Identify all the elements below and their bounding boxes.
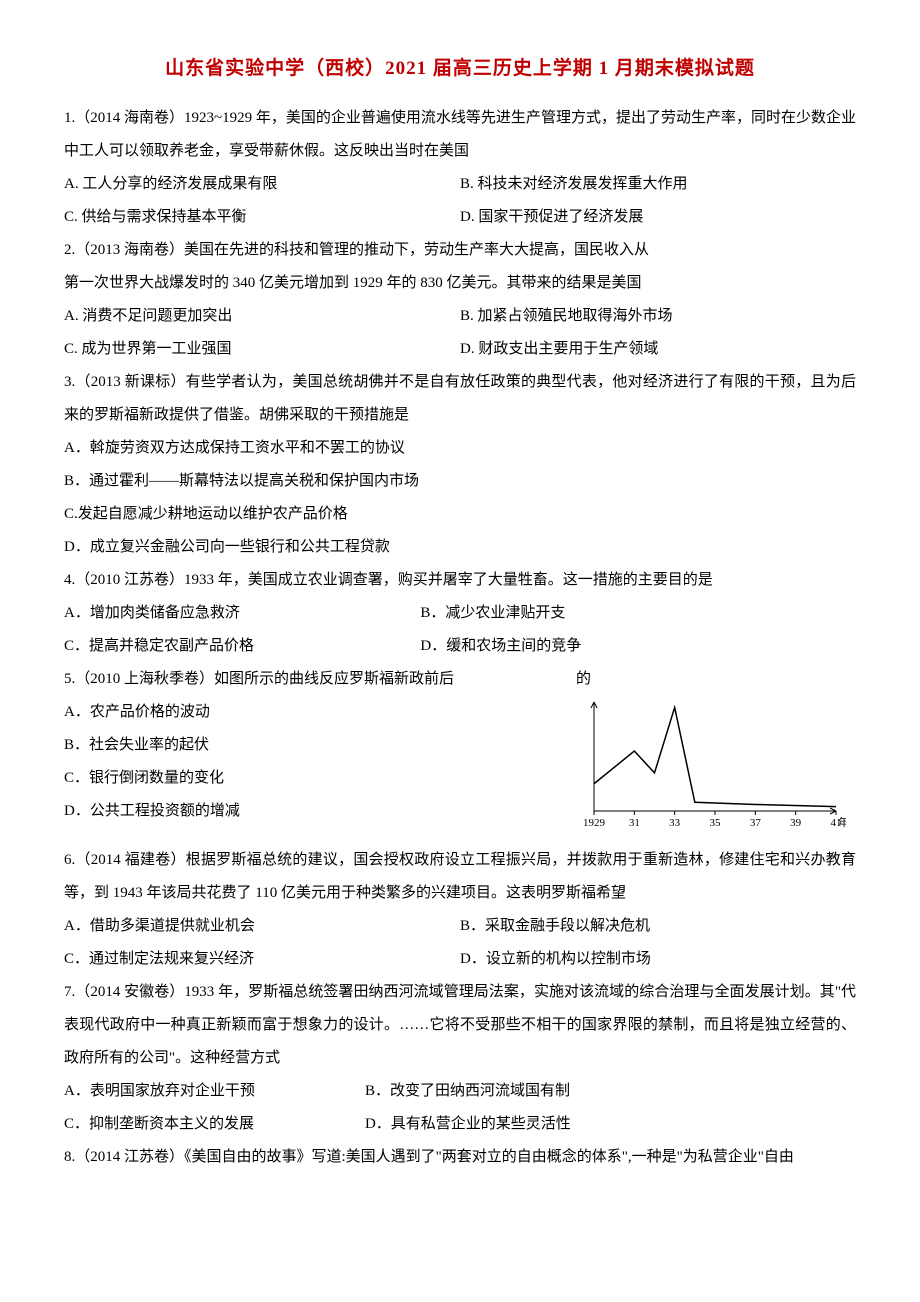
- q2-opt-d: D. 财政支出主要用于生产领域: [460, 333, 856, 366]
- q5-opt-b: B．社会失业率的起伏: [64, 729, 566, 762]
- q4-opt-d: D．缓和农场主间的竞争: [420, 630, 856, 663]
- q7-opt-b: B．改变了田纳西河流域国有制: [365, 1075, 856, 1108]
- q7-opt-a: A．表明国家放弃对企业干预: [64, 1075, 365, 1108]
- q3-opt-d: D．成立复兴金融公司向一些银行和公共工程贷款: [64, 531, 856, 564]
- q5-opt-c: C．银行倒闭数量的变化: [64, 762, 566, 795]
- svg-text:35: 35: [710, 817, 722, 829]
- q4-opt-b: B．减少农业津贴开支: [420, 597, 856, 630]
- q6-opt-a: A．借助多渠道提供就业机会: [64, 910, 460, 943]
- svg-text:1929: 1929: [583, 817, 606, 829]
- q1-stem: 1.（2014 海南卷）1923~1929 年，美国的企业普遍使用流水线等先进生…: [64, 102, 856, 168]
- q6-opt-b: B．采取金融手段以解决危机: [460, 910, 856, 943]
- q6-opt-d: D．设立新的机构以控制市场: [460, 943, 856, 976]
- q5-block: 5.（2010 上海秋季卷）如图所示的曲线反应罗斯福新政前后 A．农产品价格的波…: [64, 663, 856, 844]
- q6-opt-c: C．通过制定法规来复兴经济: [64, 943, 460, 976]
- q7-stem: 7.（2014 安徽卷）1933 年，罗斯福总统签署田纳西河流域管理局法案，实施…: [64, 976, 856, 1075]
- svg-text:37: 37: [750, 817, 762, 829]
- q4-opt-a: A．增加肉类储备应急救济: [64, 597, 420, 630]
- q2-opt-a: A. 消费不足问题更加突出: [64, 300, 460, 333]
- q6-options: A．借助多渠道提供就业机会 B．采取金融手段以解决危机 C．通过制定法规来复兴经…: [64, 910, 856, 976]
- svg-text:39: 39: [790, 817, 802, 829]
- q2-options: A. 消费不足问题更加突出 B. 加紧占领殖民地取得海外市场 C. 成为世界第一…: [64, 300, 856, 366]
- q2-opt-c: C. 成为世界第一工业强国: [64, 333, 460, 366]
- q2-stem1: 2.（2013 海南卷）美国在先进的科技和管理的推动下，劳动生产率大大提高，国民…: [64, 234, 856, 267]
- q2-opt-b: B. 加紧占领殖民地取得海外市场: [460, 300, 856, 333]
- q6-stem: 6.（2014 福建卷）根据罗斯福总统的建议，国会授权政府设立工程振兴局，并拨款…: [64, 844, 856, 910]
- q5-stem-right: 的: [576, 663, 856, 696]
- page-title: 山东省实验中学（西校）2021 届高三历史上学期 1 月期末模拟试题: [64, 48, 856, 90]
- q1-opt-d: D. 国家干预促进了经济发展: [460, 201, 856, 234]
- q8-stem: 8.（2014 江苏卷）《美国自由的故事》写道:美国人遇到了"两套对立的自由概念…: [64, 1141, 856, 1174]
- q3-stem: 3.（2013 新课标）有些学者认为，美国总统胡佛并不是自有放任政策的典型代表，…: [64, 366, 856, 432]
- q1-opt-a: A. 工人分享的经济发展成果有限: [64, 168, 460, 201]
- q5-stem: 5.（2010 上海秋季卷）如图所示的曲线反应罗斯福新政前后: [64, 663, 566, 696]
- q1-opt-b: B. 科技未对经济发展发挥重大作用: [460, 168, 856, 201]
- q7-opt-c: C．抑制垄断资本主义的发展: [64, 1108, 365, 1141]
- q1-options: A. 工人分享的经济发展成果有限 B. 科技未对经济发展发挥重大作用 C. 供给…: [64, 168, 856, 234]
- q5-opt-d: D．公共工程投资额的增减: [64, 795, 566, 828]
- svg-text:年: 年: [838, 815, 846, 829]
- svg-text:33: 33: [669, 817, 681, 829]
- q5-opt-a: A．农产品价格的波动: [64, 696, 566, 729]
- q5-line-chart: 1929313335373941年: [576, 696, 846, 831]
- q3-opt-b: B．通过霍利——斯幕特法以提高关税和保护国内市场: [64, 465, 856, 498]
- q3-opt-a: A．斡旋劳资双方达成保持工资水平和不罢工的协议: [64, 432, 856, 465]
- q4-options: A．增加肉类储备应急救济 B．减少农业津贴开支 C．提高并稳定农副产品价格 D．…: [64, 597, 856, 663]
- q7-opt-d: D．具有私营企业的某些灵活性: [365, 1108, 856, 1141]
- q1-opt-c: C. 供给与需求保持基本平衡: [64, 201, 460, 234]
- q5-stem-left: 5.（2010 上海秋季卷）如图所示的曲线反应罗斯福新政前后: [64, 671, 454, 687]
- q3-opt-c: C.发起自愿减少耕地运动以维护农产品价格: [64, 498, 856, 531]
- q4-stem: 4.（2010 江苏卷）1933 年，美国成立农业调查署，购买并屠宰了大量牲畜。…: [64, 564, 856, 597]
- q2-stem2: 第一次世界大战爆发时的 340 亿美元增加到 1929 年的 830 亿美元。其…: [64, 267, 856, 300]
- svg-text:31: 31: [629, 817, 640, 829]
- q7-options: A．表明国家放弃对企业干预 B．改变了田纳西河流域国有制 C．抑制垄断资本主义的…: [64, 1075, 856, 1141]
- q4-opt-c: C．提高并稳定农副产品价格: [64, 630, 420, 663]
